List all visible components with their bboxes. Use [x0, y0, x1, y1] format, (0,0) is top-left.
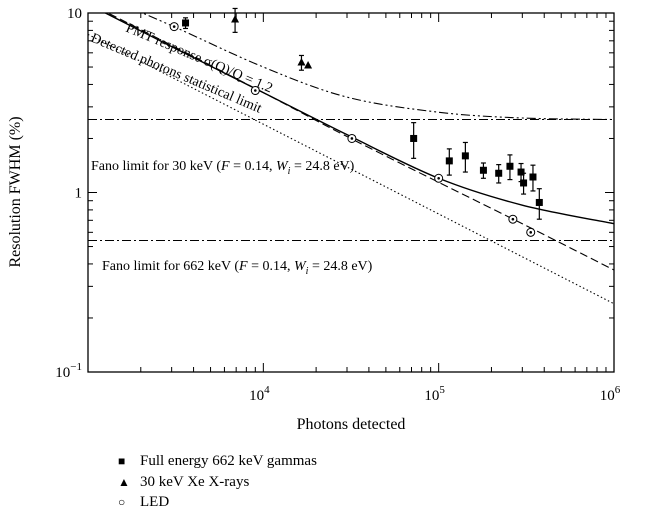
square-point — [410, 134, 418, 142]
led-point-center — [437, 176, 440, 180]
square-point — [461, 152, 469, 160]
square-point — [506, 162, 514, 170]
led-point-center — [511, 217, 515, 221]
curve-solid — [103, 13, 614, 225]
fano-limit-lines — [88, 119, 614, 242]
x-tick-label: 105 — [424, 384, 445, 404]
triangle-point — [231, 15, 240, 23]
led-point-center — [172, 25, 176, 28]
x-tick-label: 106 — [600, 384, 621, 404]
fano-662kev-label: Fano limit for 662 keV (F = 0.14, Wi = 2… — [102, 259, 373, 277]
circle-marker-icon: ○ — [118, 495, 126, 509]
square-marker-icon: ■ — [118, 454, 126, 468]
square-point — [529, 173, 537, 181]
data-points — [169, 7, 543, 237]
x-axis-label: Photons detected — [297, 416, 406, 433]
square-point — [495, 169, 503, 177]
triangle-point — [297, 57, 306, 66]
led-point-center — [350, 137, 354, 140]
square-point — [445, 157, 453, 165]
legend-label-gammas: Full energy 662 keV gammas — [140, 453, 317, 469]
led-point-center — [254, 89, 257, 92]
legend-item-xrays: ▲ 30 keV Xe X-rays — [118, 472, 317, 493]
x-tick-labels: 104 105 106 — [249, 384, 621, 404]
curve-dash-dot-dot — [141, 13, 614, 121]
y-tick-label: 1 — [75, 186, 83, 202]
square-point — [535, 198, 543, 206]
curve-dotted — [88, 33, 614, 305]
legend-item-gammas: ■ Full energy 662 keV gammas — [118, 451, 317, 472]
y-axis-label: Resolution FWHM (%) — [7, 116, 24, 267]
x-tick-label: 104 — [249, 384, 270, 404]
axis-ticks — [87, 13, 614, 373]
led-point-center — [529, 231, 533, 234]
curve-dashed — [106, 13, 614, 271]
square-point — [517, 168, 525, 176]
square-point — [182, 19, 190, 27]
square-point — [520, 179, 528, 187]
triangle-marker-icon: ▲ — [118, 474, 130, 489]
legend-label-xrays: 30 keV Xe X-rays — [140, 473, 250, 490]
y-tick-label: 10 — [67, 6, 82, 22]
legend-item-led: ○ LED — [118, 492, 317, 513]
square-point — [479, 166, 487, 174]
triangle-point — [304, 60, 313, 69]
legend-label-led: LED — [140, 494, 170, 510]
y-tick-labels: 10 1 10−1 — [55, 6, 82, 381]
legend: ■ Full energy 662 keV gammas ▲ 30 keV Xe… — [118, 451, 317, 513]
fano-30kev-label: Fano limit for 30 keV (F = 0.14, Wi = 24… — [91, 159, 355, 177]
y-tick-label: 10−1 — [55, 361, 82, 381]
